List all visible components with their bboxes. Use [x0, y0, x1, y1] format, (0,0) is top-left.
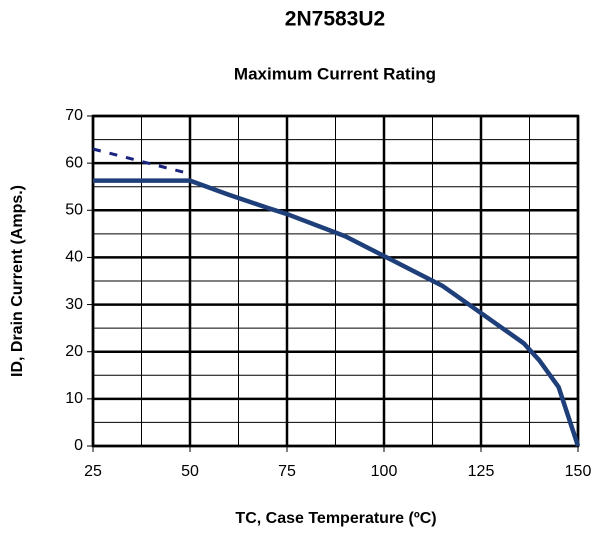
- y-tick-label: 20: [65, 343, 83, 360]
- y-tick-label: 70: [65, 107, 83, 124]
- y-tick-label: 0: [74, 437, 83, 454]
- x-tick-label: 150: [565, 463, 592, 480]
- x-tick-label: 100: [371, 463, 398, 480]
- x-tick-label: 25: [84, 463, 102, 480]
- x-axis-label: TC, Case Temperature (ºC): [235, 510, 436, 527]
- y-tick-label: 40: [65, 249, 83, 266]
- x-tick-label: 125: [468, 463, 495, 480]
- y-tick-label: 50: [65, 202, 83, 219]
- y-tick-label: 10: [65, 390, 83, 407]
- x-tick-label: 50: [181, 463, 199, 480]
- chart-subtitle: Maximum Current Rating: [234, 64, 436, 83]
- y-axis-label: ID, Drain Current (Amps.): [9, 185, 26, 377]
- chart-title: 2N7583U2: [285, 8, 385, 31]
- y-tick-label: 60: [65, 154, 83, 171]
- plot-frame: [91, 114, 580, 448]
- x-tick-label: 75: [278, 463, 296, 480]
- y-tick-label: 30: [65, 296, 83, 313]
- data-line: [93, 178, 581, 447]
- data-line: [92, 147, 186, 175]
